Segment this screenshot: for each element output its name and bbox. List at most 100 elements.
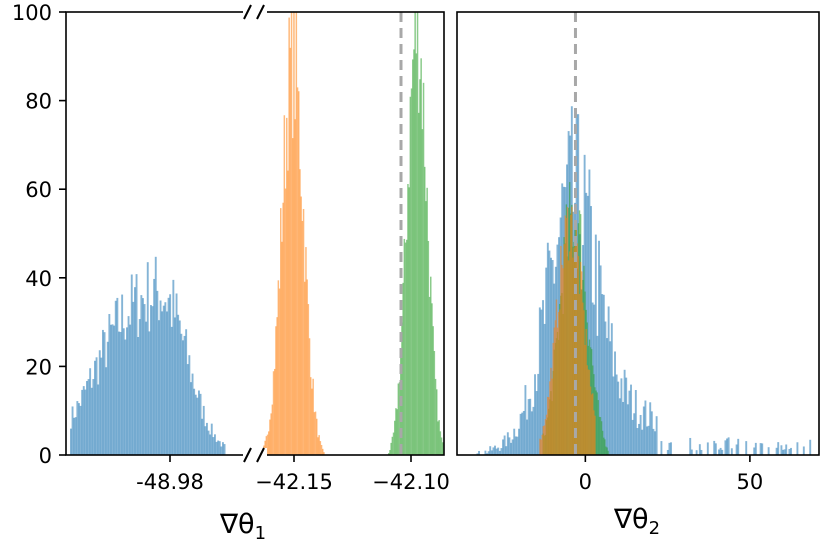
- histogram-bar-blue: [655, 416, 658, 455]
- histogram-bar-blue: [714, 443, 717, 455]
- histogram-bar-blue: [718, 449, 720, 455]
- histogram-bar-orange: [306, 279, 308, 455]
- histogram-bar-orange: [317, 437, 319, 455]
- histogram-bar-blue: [177, 314, 180, 455]
- histogram-bar-blue: [180, 333, 183, 455]
- histogram-bar-blue: [506, 432, 509, 455]
- histogram-bar-orange: [282, 202, 284, 455]
- histogram-bar-blue: [206, 422, 208, 455]
- histogram-bar-orange: [272, 371, 275, 455]
- histogram-bar-blue: [783, 449, 786, 455]
- histogram-bar-orange: [314, 411, 317, 455]
- histogram-bar-blue: [745, 441, 748, 455]
- histogram-bar-green: [596, 392, 598, 455]
- histogram-bar-blue: [721, 449, 724, 455]
- histogram-bar-blue: [617, 381, 620, 455]
- histogram-bar-green: [442, 442, 444, 455]
- histogram-bar-blue: [151, 306, 154, 455]
- histogram-bar-blue: [604, 321, 607, 455]
- histogram-bar-green: [434, 378, 437, 455]
- histogram-bar-green: [396, 409, 398, 455]
- histogram-bar-green: [414, 12, 416, 455]
- histogram-bar-blue: [535, 391, 538, 455]
- histogram-bar-blue: [202, 405, 205, 455]
- histogram-bar-orange: [284, 188, 287, 455]
- histogram-bar-orange: [313, 412, 316, 455]
- histogram-bar-blue: [724, 440, 727, 455]
- histogram-bar-blue: [753, 447, 756, 455]
- histogram-bar-blue: [146, 262, 149, 455]
- histogram-bar-green: [388, 453, 390, 455]
- histogram-bar-orange: [307, 304, 310, 455]
- y-tick-label: 20: [25, 355, 52, 379]
- histogram-bar-orange: [323, 452, 325, 455]
- histogram-bar-blue: [689, 437, 692, 455]
- histogram-bar-blue: [191, 373, 194, 455]
- histogram-bar-blue: [513, 428, 516, 455]
- histogram-bar-blue: [534, 374, 536, 455]
- histogram-bar-green: [599, 417, 602, 455]
- histogram-bar-green: [392, 432, 395, 455]
- histogram-bar-blue: [204, 426, 207, 455]
- histogram-bar-blue: [127, 316, 130, 455]
- histogram-bar-blue: [497, 447, 500, 455]
- histogram-bar-orange: [572, 257, 574, 455]
- histogram-bar-blue: [134, 287, 136, 455]
- histogram-bar-blue: [620, 378, 623, 455]
- histogram-bar-blue: [594, 234, 597, 455]
- histogram-bar-blue: [726, 438, 728, 455]
- histogram-bar-blue: [220, 446, 223, 455]
- histogram-bar-blue: [113, 325, 116, 455]
- histogram-bar-blue: [94, 360, 96, 455]
- histogram-bar-blue: [217, 440, 220, 455]
- histogram-bar-blue: [182, 340, 184, 455]
- histogram-bar-orange: [545, 414, 548, 455]
- histogram-bar-blue: [532, 406, 535, 455]
- histogram-bar-blue: [625, 377, 628, 455]
- histogram-bar-green: [604, 439, 606, 455]
- histogram-bar-orange: [565, 217, 568, 455]
- histogram-bar-blue: [196, 397, 199, 455]
- histogram-bar-blue: [505, 446, 508, 455]
- histogram-bar-orange: [318, 435, 320, 455]
- histogram-bar-blue: [511, 439, 514, 455]
- histogram-bar-blue: [98, 350, 101, 455]
- histogram-bar-orange: [288, 17, 290, 455]
- histogram-bar-green: [426, 187, 428, 455]
- histogram-bar-blue: [495, 448, 498, 455]
- histogram-bar-blue: [70, 428, 72, 455]
- histogram-bar-green: [391, 436, 394, 455]
- histogram-bar-green: [402, 282, 404, 455]
- histogram-bar-blue: [767, 447, 770, 455]
- histogram-bar-orange: [275, 326, 277, 455]
- histogram-bar-blue: [161, 311, 164, 455]
- axis-break-marks: [243, 4, 265, 463]
- histogram-bar-orange: [302, 208, 305, 455]
- histogram-bar-orange: [268, 431, 270, 455]
- histogram-bar-orange: [544, 419, 547, 455]
- histogram-bar-orange: [548, 397, 550, 455]
- histogram-bar-orange: [563, 244, 565, 455]
- histogram-bar-orange: [540, 439, 542, 455]
- right-plot-panel: 0 50 ∇θ2: [456, 11, 820, 539]
- histogram-bar-blue: [543, 323, 546, 455]
- histogram-bar-orange: [278, 288, 281, 455]
- histogram-bar-blue: [218, 441, 221, 455]
- histogram-bar-blue: [186, 364, 189, 455]
- histogram-bar-green: [606, 447, 608, 455]
- histogram-bar-blue: [508, 437, 511, 455]
- x-tick-label: −42.15: [255, 470, 333, 494]
- histogram-bar-green: [424, 166, 426, 455]
- right-axes-frame: [456, 11, 820, 456]
- histogram-bar-blue: [487, 451, 490, 455]
- histogram-bar-green: [409, 96, 412, 455]
- histogram-bar-blue: [522, 410, 525, 455]
- histogram-bar-blue: [529, 398, 532, 455]
- histogram-bar-blue: [124, 339, 127, 455]
- y-tick-label: 80: [25, 90, 52, 114]
- histogram-bar-blue: [103, 332, 106, 455]
- histogram-bar-orange: [290, 12, 293, 455]
- histogram-bar-blue: [601, 294, 604, 455]
- histogram-bar-blue: [193, 388, 196, 455]
- histogram-bar-orange: [582, 302, 584, 455]
